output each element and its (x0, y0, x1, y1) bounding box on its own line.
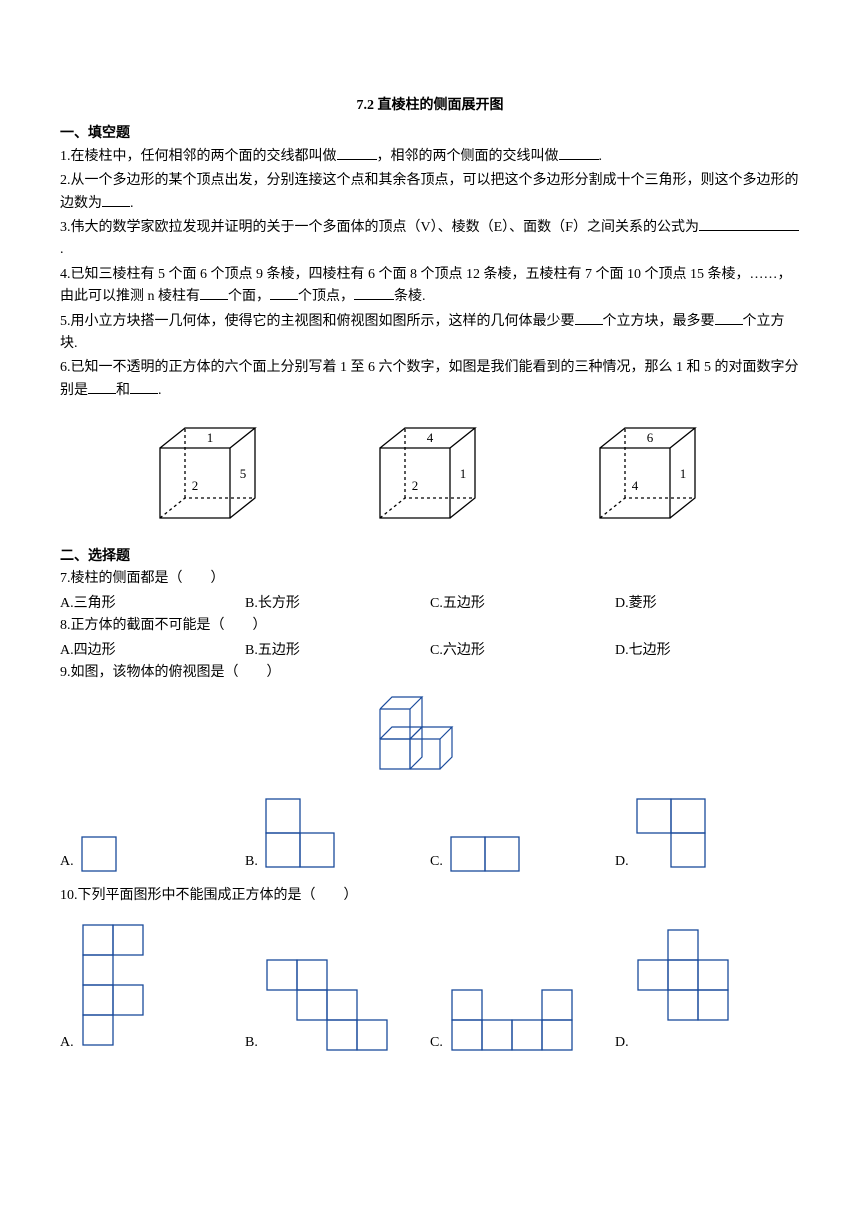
q10-opt-d: D. (615, 927, 800, 1057)
section-2-header: 二、选择题 (60, 546, 800, 568)
svg-text:4: 4 (427, 430, 434, 445)
blank (575, 311, 603, 325)
svg-text:1: 1 (207, 430, 214, 445)
q1-text-c: . (599, 149, 603, 164)
question-4: 4.已知三棱柱有 5 个面 6 个顶点 9 条棱，四棱柱有 6 个面 8 个顶点… (60, 264, 800, 309)
svg-text:1: 1 (680, 466, 687, 481)
q10-opt-b: B. (245, 957, 430, 1057)
q5-text-b: 个立方块，最多要 (603, 314, 715, 329)
blank (88, 380, 116, 394)
net-a-icon (80, 922, 150, 1057)
cube-2: 4 2 1 (360, 418, 500, 528)
q10-options: A. B. C. (60, 922, 800, 1057)
l-shape-icon (264, 797, 342, 875)
q9-opt-a: A. (60, 835, 245, 875)
q4-text-d: 条棱. (394, 289, 426, 304)
q10-opt-c: C. (430, 987, 615, 1057)
question-10: 10.下列平面图形中不能围成正方体的是（ ） (60, 885, 800, 907)
opt-label: D. (615, 1032, 629, 1056)
q2-text-a: 2.从一个多边形的某个顶点出发，分别连接这个点和其余各顶点，可以把这个多边形分割… (60, 173, 799, 210)
net-d-icon (635, 927, 735, 1057)
svg-text:2: 2 (192, 478, 199, 493)
question-5: 5.用小立方块搭一几何体，使得它的主视图和俯视图如图所示，这样的几何体最少要 个立… (60, 311, 800, 356)
opt-label: D. (615, 851, 629, 875)
q8-options: A.四边形 B.五边形 C.六边形 D.七边形 (60, 640, 800, 662)
opt-label: A. (60, 1032, 74, 1056)
q9-opt-d: D. (615, 797, 800, 875)
q7-opt-d: D.菱形 (615, 593, 800, 615)
q8-opt-d: D.七边形 (615, 640, 800, 662)
q3-text-b: . (60, 242, 64, 257)
q1-text-a: 1.在棱柱中，任何相邻的两个面的交线都叫做 (60, 149, 337, 164)
cube-1: 1 2 5 (140, 418, 280, 528)
section-1-header: 一、填空题 (60, 123, 800, 145)
cube-stack-icon (370, 694, 490, 779)
cube-3: 6 4 1 (580, 418, 720, 528)
net-b-icon (264, 957, 394, 1057)
q1-text-b: ，相邻的两个侧面的交线叫做 (377, 149, 559, 164)
question-2: 2.从一个多边形的某个顶点出发，分别连接这个点和其余各顶点，可以把这个多边形分割… (60, 170, 800, 215)
blank (354, 286, 394, 300)
blank (699, 217, 799, 231)
q9-opt-c: C. (430, 835, 615, 875)
q9-opt-b: B. (245, 797, 430, 875)
square-icon (80, 835, 120, 875)
q2-text-b: . (130, 196, 134, 211)
row-2-icon (449, 835, 527, 875)
q5-text-a: 5.用小立方块搭一几何体，使得它的主视图和俯视图如图所示，这样的几何体最少要 (60, 314, 575, 329)
blank (270, 286, 298, 300)
q8-opt-c: C.六边形 (430, 640, 615, 662)
q6-text-b: 和 (116, 383, 130, 398)
svg-text:4: 4 (632, 478, 639, 493)
q7-opt-c: C.五边形 (430, 593, 615, 615)
question-1: 1.在棱柱中，任何相邻的两个面的交线都叫做 ，相邻的两个侧面的交线叫做. (60, 146, 800, 168)
blank (715, 311, 743, 325)
opt-label: A. (60, 851, 74, 875)
q10-opt-a: A. (60, 922, 245, 1057)
net-c-icon (449, 987, 579, 1057)
q6-text-c: . (158, 383, 162, 398)
question-7: 7.棱柱的侧面都是（ ） (60, 568, 800, 590)
q6-text-a: 6.已知一不透明的正方体的六个面上分别写着 1 至 6 六个数字，如图是我们能看… (60, 360, 799, 397)
page-title: 7.2 直棱柱的侧面展开图 (60, 95, 800, 117)
opt-label: C. (430, 1032, 443, 1056)
blank (130, 380, 158, 394)
q7-opt-a: A.三角形 (60, 593, 245, 615)
opt-label: C. (430, 851, 443, 875)
blank (337, 146, 377, 160)
q9-main-figure (60, 694, 800, 779)
l-shape-2-icon (635, 797, 713, 875)
q3-text-a: 3.伟大的数学家欧拉发现并证明的关于一个多面体的顶点（V）、棱数（E）、面数（F… (60, 220, 699, 235)
cubes-figure: 1 2 5 4 2 1 6 4 1 (60, 404, 800, 542)
q7-options: A.三角形 B.长方形 C.五边形 D.菱形 (60, 593, 800, 615)
blank (559, 146, 599, 160)
question-3: 3.伟大的数学家欧拉发现并证明的关于一个多面体的顶点（V）、棱数（E）、面数（F… (60, 217, 800, 262)
svg-text:2: 2 (412, 478, 419, 493)
question-9: 9.如图，该物体的俯视图是（ ） (60, 662, 800, 684)
q4-text-c: 个顶点， (298, 289, 354, 304)
q8-opt-b: B.五边形 (245, 640, 430, 662)
blank (102, 193, 130, 207)
svg-text:5: 5 (240, 466, 247, 481)
blank (200, 286, 228, 300)
q7-opt-b: B.长方形 (245, 593, 430, 615)
svg-text:1: 1 (460, 466, 467, 481)
question-6: 6.已知一不透明的正方体的六个面上分别写着 1 至 6 六个数字，如图是我们能看… (60, 357, 800, 402)
opt-label: B. (245, 1032, 258, 1056)
q9-options: A. B. C. D. (60, 797, 800, 875)
svg-text:6: 6 (647, 430, 654, 445)
question-8: 8.正方体的截面不可能是（ ） (60, 615, 800, 637)
q8-opt-a: A.四边形 (60, 640, 245, 662)
opt-label: B. (245, 851, 258, 875)
q4-text-b: 个面， (228, 289, 270, 304)
